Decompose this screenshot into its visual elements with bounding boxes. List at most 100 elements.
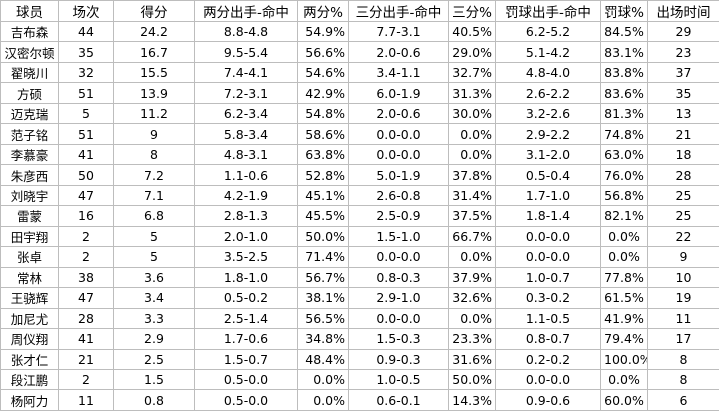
cell: 3.4	[113, 287, 195, 309]
cell: 0.8	[113, 389, 195, 411]
cell: 0.0%	[297, 389, 349, 411]
cell: 5.0-1.9	[348, 164, 449, 186]
cell: 1.7-1.0	[495, 184, 601, 207]
header-cell: 两分出手-命中	[194, 0, 298, 22]
cell: 10	[647, 266, 719, 289]
table-row: 方硕 51 13.9 7.2-3.1 42.9% 6.0-1.9 31.3% 2.6-2.2 8…	[0, 82, 719, 104]
cell: 0.8-0.3	[348, 266, 449, 289]
cell: 0.0%	[448, 143, 496, 166]
player-name: 加尼尤	[0, 307, 59, 330]
cell: 56.5%	[297, 307, 349, 330]
cell: 1.1-0.6	[194, 164, 298, 186]
cell: 71.4%	[297, 246, 349, 268]
cell: 83.1%	[600, 41, 648, 63]
player-name: 翟晓川	[0, 61, 59, 84]
table-row: 吉布森 44 24.2 8.8-4.8 54.9% 7.7-3.1 40.5% 6.2-5.2…	[0, 20, 719, 43]
cell: 56.6%	[297, 41, 349, 63]
cell: 84.5%	[600, 20, 648, 43]
cell: 0.0-0.0	[348, 143, 449, 166]
cell: 11.2	[113, 102, 195, 125]
header-cell: 三分出手-命中	[348, 0, 449, 22]
cell: 31.6%	[448, 348, 496, 370]
cell: 30.0%	[448, 102, 496, 125]
cell: 1.5-1.0	[348, 225, 449, 248]
cell: 3.3	[113, 307, 195, 330]
table-row: 李慕豪 41 8 4.8-3.1 63.8% 0.0-0.0 0.0% 3.1-2.0 63.0…	[0, 143, 719, 166]
cell: 3.6	[113, 266, 195, 289]
cell: 44	[58, 20, 114, 43]
cell: 54.6%	[297, 61, 349, 84]
cell: 7.4-4.1	[194, 61, 298, 84]
cell: 81.3%	[600, 102, 648, 125]
cell: 0.9-0.6	[495, 389, 601, 411]
cell: 37.9%	[448, 266, 496, 289]
cell: 77.8%	[600, 266, 648, 289]
cell: 16	[58, 205, 114, 227]
cell: 51	[58, 82, 114, 104]
cell: 2.8-1.3	[194, 205, 298, 227]
cell: 52.8%	[297, 164, 349, 186]
cell: 29.0%	[448, 41, 496, 63]
table-row: 加尼尤 28 3.3 2.5-1.4 56.5% 0.0-0.0 0.0% 1.1-0.5 41…	[0, 307, 719, 330]
cell: 7.2	[113, 164, 195, 186]
cell: 40.5%	[448, 20, 496, 43]
table-row: 刘晓宇 47 7.1 4.2-1.9 45.1% 2.6-0.8 31.4% 1.7-1.0 5…	[0, 184, 719, 207]
cell: 0.0%	[600, 225, 648, 248]
header-row: 球员 场次 得分 两分出手-命中 两分% 三分出手-命中 三分% 罚球出手-命中 罚球% 出场时间	[0, 0, 719, 22]
cell: 11	[58, 389, 114, 411]
cell: 0.0-0.0	[495, 368, 601, 391]
cell: 21	[58, 348, 114, 370]
player-name: 段江鹏	[0, 368, 59, 391]
cell: 13	[647, 102, 719, 125]
cell: 5	[113, 246, 195, 268]
cell: 35	[58, 41, 114, 63]
cell: 83.8%	[600, 61, 648, 84]
cell: 18	[647, 143, 719, 166]
table-row: 范子铭 51 9 5.8-3.4 58.6% 0.0-0.0 0.0% 2.9-2.2 74.8…	[0, 123, 719, 145]
cell: 3.4-1.1	[348, 61, 449, 84]
table-row: 常林 38 3.6 1.8-1.0 56.7% 0.8-0.3 37.9% 1.0-0.7 77…	[0, 266, 719, 289]
table-row: 翟晓川 32 15.5 7.4-4.1 54.6% 3.4-1.1 32.7% 4.8-4.0…	[0, 61, 719, 84]
cell: 2.9-2.2	[495, 123, 601, 145]
cell: 22	[647, 225, 719, 248]
cell: 0.5-0.4	[495, 164, 601, 186]
cell: 3.5-2.5	[194, 246, 298, 268]
cell: 2.9-1.0	[348, 287, 449, 309]
cell: 1.8-1.4	[495, 205, 601, 227]
cell: 8	[113, 143, 195, 166]
table-row: 杨阿力 11 0.8 0.5-0.0 0.0% 0.6-0.1 14.3% 0.9-0.6 60…	[0, 389, 719, 411]
cell: 5	[113, 225, 195, 248]
cell: 0.0%	[600, 368, 648, 391]
cell: 1.5-0.3	[348, 328, 449, 350]
cell: 50	[58, 164, 114, 186]
cell: 50.0%	[297, 225, 349, 248]
cell: 0.9-0.3	[348, 348, 449, 370]
cell: 25	[647, 184, 719, 207]
cell: 41.9%	[600, 307, 648, 330]
header-cell: 罚球出手-命中	[495, 0, 601, 22]
cell: 60.0%	[600, 389, 648, 411]
cell: 0.0-0.0	[348, 246, 449, 268]
cell: 0.5-0.2	[194, 287, 298, 309]
cell: 45.1%	[297, 184, 349, 207]
header-cell: 场次	[58, 0, 114, 22]
header-cell: 三分%	[448, 0, 496, 22]
cell: 2.0-1.0	[194, 225, 298, 248]
cell: 2.5	[113, 348, 195, 370]
cell: 2.6-2.2	[495, 82, 601, 104]
table-row: 汉密尔顿 35 16.7 9.5-5.4 56.6% 2.0-0.6 29.0% 5.1-4.…	[0, 41, 719, 63]
cell: 31.4%	[448, 184, 496, 207]
cell: 3.1-2.0	[495, 143, 601, 166]
player-name: 迈克瑞	[0, 102, 59, 125]
cell: 1.0-0.5	[348, 368, 449, 391]
cell: 66.7%	[448, 225, 496, 248]
cell: 83.6%	[600, 82, 648, 104]
cell: 6.2-3.4	[194, 102, 298, 125]
cell: 2	[58, 246, 114, 268]
cell: 32.7%	[448, 61, 496, 84]
header-cell: 两分%	[297, 0, 349, 22]
cell: 29	[647, 20, 719, 43]
cell: 63.8%	[297, 143, 349, 166]
table-row: 张才仁 21 2.5 1.5-0.7 48.4% 0.9-0.3 31.6% 0.2-0.2 1…	[0, 348, 719, 370]
